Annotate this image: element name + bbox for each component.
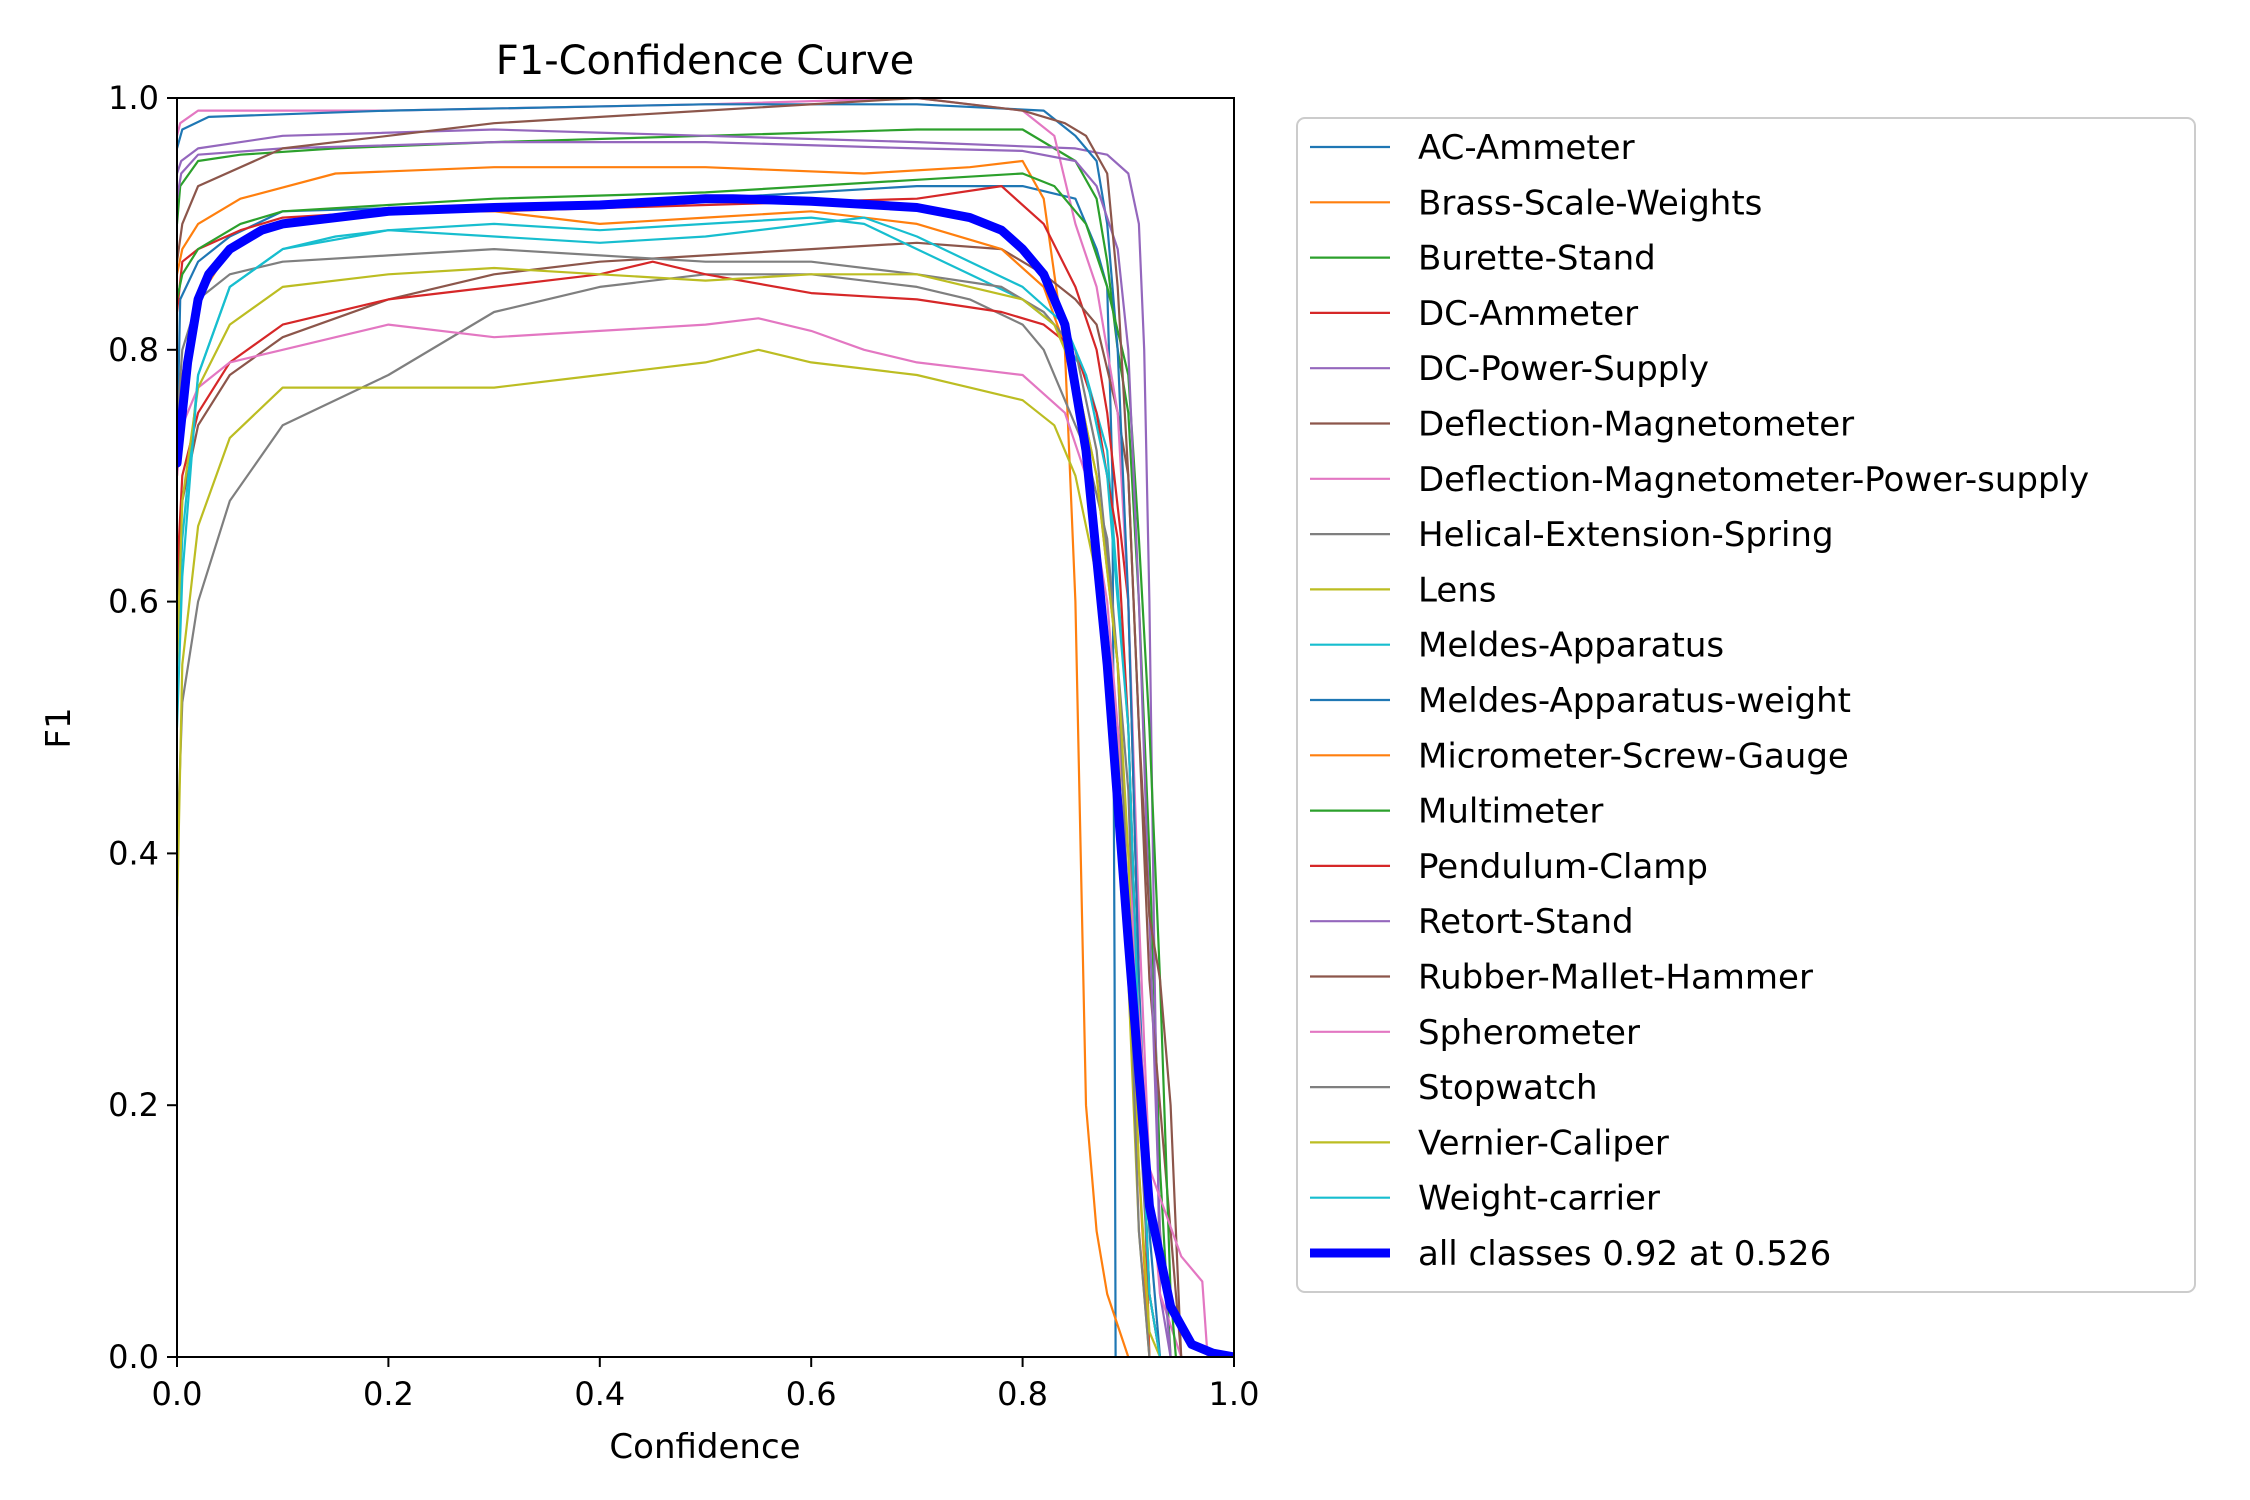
- x-axis: 0.0 0.2 0.4 0.6 0.8 1.0: [152, 1357, 1260, 1413]
- legend-label: DC-Ammeter: [1418, 294, 1638, 334]
- y-tick-label: 0.6: [108, 583, 159, 621]
- legend-item: Retort-Stand: [1310, 902, 1634, 942]
- legend-frame: [1296, 117, 2196, 1293]
- legend-item: Helical-Extension-Spring: [1310, 515, 1834, 555]
- series-line-deflection-magnetometer-power-supply: [177, 98, 1183, 1357]
- series-line-vernier-caliper: [177, 266, 1162, 1357]
- y-tick-label: 1.0: [108, 79, 159, 117]
- plot-frame: [176, 97, 1235, 1358]
- legend-label: Pendulum-Clamp: [1418, 847, 1708, 887]
- legend-label: all classes 0.92 at 0.526: [1418, 1234, 1831, 1274]
- legend-label: Burette-Stand: [1418, 239, 1656, 279]
- plot-area: [176, 97, 1235, 1358]
- legend-item: Deflection-Magnetometer: [1310, 405, 1854, 445]
- legend-label: AC-Ammeter: [1418, 128, 1635, 168]
- series-line-dc-ammeter: [177, 185, 1151, 1357]
- series-layer: [177, 98, 1234, 1357]
- legend-label: Deflection-Magnetometer: [1418, 405, 1854, 445]
- legend-item: Brass-Scale-Weights: [1310, 183, 1762, 223]
- legend-label: Multimeter: [1418, 792, 1603, 832]
- legend: AC-Ammeter Brass-Scale-Weights Burette-Sta…: [1296, 117, 2196, 1293]
- legend-label: DC-Power-Supply: [1418, 349, 1709, 389]
- x-axis-label: Confidence: [609, 1427, 800, 1467]
- series-line-retort-stand: [177, 141, 1172, 1357]
- legend-label: Deflection-Magnetometer-Power-supply: [1418, 460, 2089, 500]
- y-tick-label: 0.0: [108, 1338, 159, 1376]
- legend-label: Stopwatch: [1418, 1068, 1598, 1108]
- x-tick-label: 1.0: [1209, 1375, 1260, 1413]
- chart-title: F1-Confidence Curve: [496, 38, 915, 84]
- legend-item: Stopwatch: [1310, 1068, 1598, 1108]
- legend-label: Weight-carrier: [1418, 1179, 1660, 1219]
- y-tick-label: 0.4: [108, 834, 159, 872]
- legend-item: Weight-carrier: [1310, 1179, 1660, 1219]
- legend-item: Vernier-Caliper: [1310, 1123, 1669, 1163]
- series-line-weight-carrier: [177, 216, 1162, 1357]
- legend-item: DC-Power-Supply: [1310, 349, 1709, 389]
- y-tick-label: 0.2: [108, 1086, 159, 1124]
- legend-item: Lens: [1310, 570, 1497, 610]
- series-line-helical-extension-spring: [177, 273, 1162, 1357]
- legend-item: Multimeter: [1310, 792, 1603, 832]
- legend-label: Meldes-Apparatus: [1418, 626, 1724, 666]
- legend-label: Meldes-Apparatus-weight: [1418, 681, 1851, 721]
- x-tick-label: 0.6: [786, 1375, 837, 1413]
- legend-item: Meldes-Apparatus: [1310, 626, 1724, 666]
- legend-label: Helical-Extension-Spring: [1418, 515, 1834, 555]
- x-tick-label: 0.8: [997, 1375, 1048, 1413]
- x-tick-label: 0.2: [363, 1375, 414, 1413]
- y-axis-label: F1: [39, 707, 79, 748]
- legend-item: Burette-Stand: [1310, 239, 1656, 279]
- series-line-spherometer: [177, 317, 1209, 1357]
- legend-label: Brass-Scale-Weights: [1418, 183, 1762, 223]
- legend-label: Spherometer: [1418, 1013, 1640, 1053]
- y-axis: 0.0 0.2 0.4 0.6 0.8 1.0: [108, 79, 177, 1376]
- series-line-meldes-apparatus-weight: [177, 103, 1162, 1357]
- x-tick-label: 0.0: [152, 1375, 203, 1413]
- series-line-all-classes-0-92-at-0-526: [177, 194, 1234, 1357]
- legend-label: Retort-Stand: [1418, 902, 1634, 942]
- series-line-rubber-mallet-hammer: [177, 98, 1183, 1357]
- series-line-brass-scale-weights: [177, 159, 1130, 1357]
- legend-item: all classes 0.92 at 0.526: [1310, 1234, 1831, 1274]
- x-tick-label: 0.4: [574, 1375, 625, 1413]
- legend-items: AC-Ammeter Brass-Scale-Weights Burette-Sta…: [1310, 128, 2089, 1274]
- legend-item: Pendulum-Clamp: [1310, 847, 1708, 887]
- legend-item: Micrometer-Screw-Gauge: [1310, 736, 1849, 776]
- legend-item: Meldes-Apparatus-weight: [1310, 681, 1851, 721]
- legend-item: AC-Ammeter: [1310, 128, 1635, 168]
- legend-item: DC-Ammeter: [1310, 294, 1638, 334]
- y-tick-label: 0.8: [108, 331, 159, 369]
- legend-item: Deflection-Magnetometer-Power-supply: [1310, 460, 2089, 500]
- legend-label: Lens: [1418, 570, 1497, 610]
- legend-label: Vernier-Caliper: [1418, 1123, 1669, 1163]
- legend-item: Spherometer: [1310, 1013, 1640, 1053]
- legend-label: Rubber-Mallet-Hammer: [1418, 958, 1813, 998]
- legend-item: Rubber-Mallet-Hammer: [1310, 958, 1813, 998]
- series-line-multimeter: [177, 172, 1177, 1357]
- legend-label: Micrometer-Screw-Gauge: [1418, 736, 1849, 776]
- series-line-pendulum-clamp: [177, 260, 1162, 1357]
